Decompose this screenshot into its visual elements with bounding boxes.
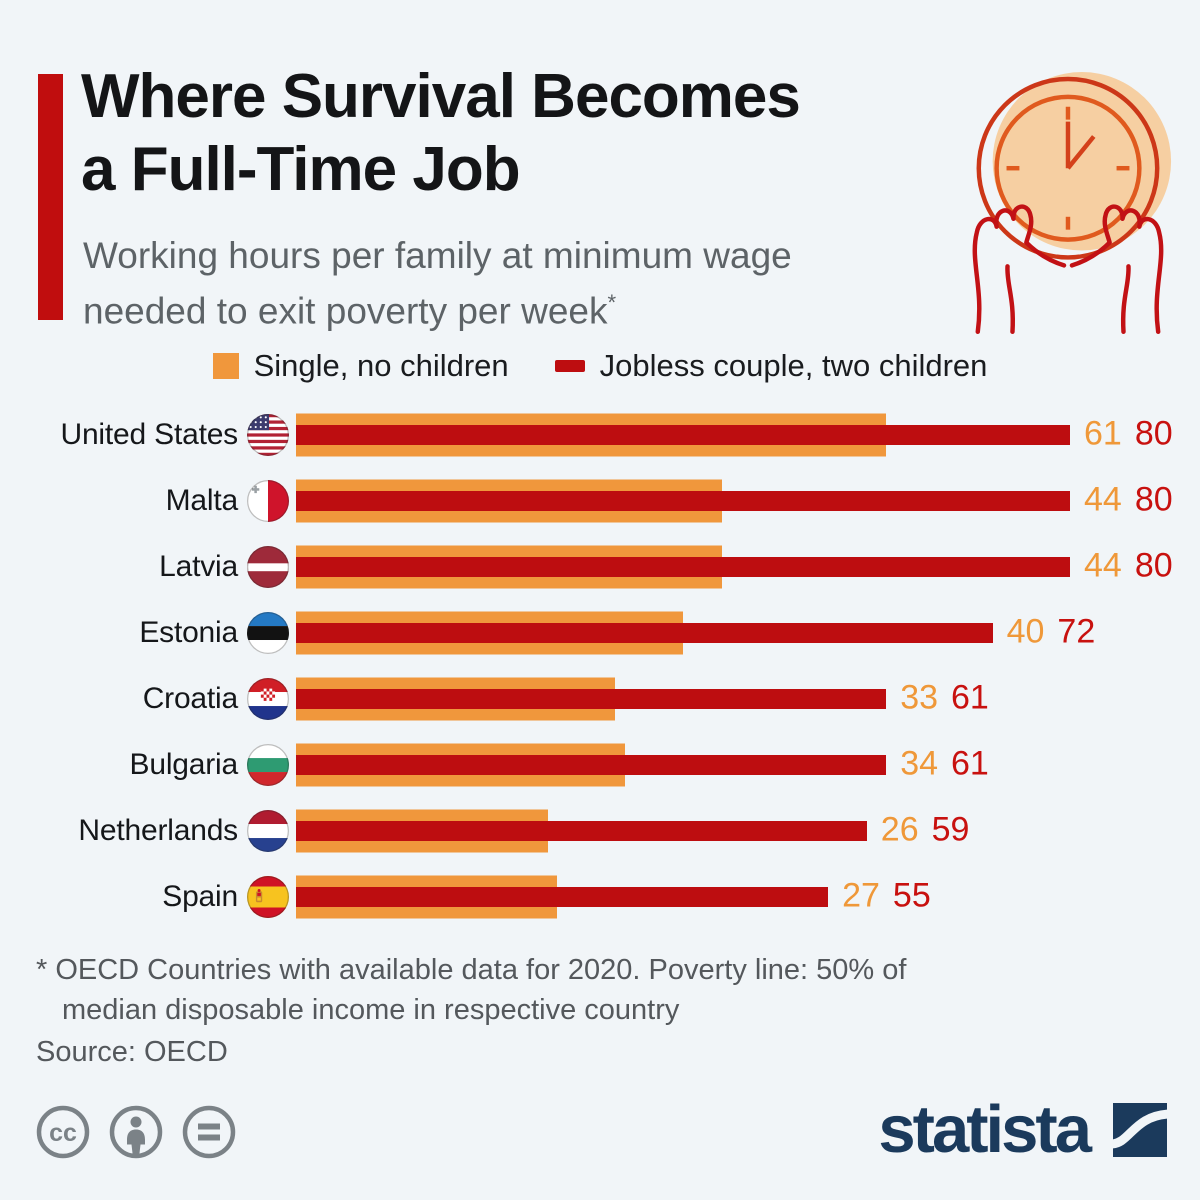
flag-bulgaria-icon <box>247 744 289 786</box>
flag-latvia-icon <box>247 546 289 588</box>
value-couple: 80 <box>1134 414 1173 453</box>
cc-icon: cc <box>36 1105 90 1159</box>
bar-jobless-couple <box>296 623 993 643</box>
chart-footnote: * OECD Countries with available data for… <box>36 950 906 1030</box>
subtitle-line-2: needed to exit poverty per week <box>83 290 608 332</box>
bar-group: 34 61 <box>296 732 1200 798</box>
statista-wordmark: statista <box>878 1092 1092 1167</box>
hands-holding-clock-icon <box>972 72 1172 335</box>
svg-text:cc: cc <box>49 1119 77 1147</box>
source-label: Source: OECD <box>36 1036 228 1068</box>
bar-group: 26 59 <box>296 798 1200 864</box>
flag-estonia-icon <box>247 612 289 654</box>
title-accent-bar <box>38 74 63 320</box>
chart-row: Bulgaria 34 61 <box>36 732 1200 798</box>
value-single: 61 <box>1084 414 1122 453</box>
value-couple: 59 <box>931 810 970 849</box>
bar-group: 44 80 <box>296 534 1200 600</box>
value-couple: 72 <box>1057 612 1096 651</box>
value-single: 40 <box>1006 612 1045 651</box>
country-label: Estonia <box>139 616 238 649</box>
bar-jobless-couple <box>296 821 867 841</box>
bar-jobless-couple <box>296 557 1070 577</box>
value-labels: 40 72 <box>1007 612 1096 651</box>
value-couple: 55 <box>892 876 931 915</box>
chart-row: Spain 27 55 <box>36 864 1200 930</box>
country-label: Malta <box>165 484 239 517</box>
bar-group: 27 55 <box>296 864 1200 930</box>
equal-icon <box>182 1105 236 1159</box>
bar-group: 33 61 <box>296 666 1200 732</box>
country-label: Bulgaria <box>129 748 239 781</box>
chart-legend: Single, no children Jobless couple, two … <box>0 348 1200 384</box>
page-title: Where Survival Becomes a Full-Time Job <box>81 60 801 206</box>
title-line-1: Where Survival Becomes <box>81 62 801 131</box>
legend-item: Jobless couple, two children <box>554 348 988 384</box>
flag-us-icon <box>247 414 289 456</box>
footnote-marker: * <box>607 290 617 315</box>
country-label: Croatia <box>142 682 239 715</box>
value-couple: 61 <box>951 744 989 783</box>
legend-label: Jobless couple, two children <box>599 348 988 383</box>
value-couple: 80 <box>1134 546 1173 585</box>
bar-jobless-couple <box>296 689 887 709</box>
value-single: 26 <box>880 810 919 849</box>
chart-row: United States 61 80 <box>36 402 1200 468</box>
bar-jobless-couple <box>296 755 887 775</box>
chart-row: Croatia 33 61 <box>36 666 1200 732</box>
value-single: 27 <box>842 876 880 915</box>
license-icons: cc <box>35 1104 237 1160</box>
footnote-line-2: median disposable income in respective c… <box>62 994 680 1026</box>
bar-group: 61 80 <box>296 402 1200 468</box>
bar-group: 40 72 <box>296 600 1200 666</box>
value-labels: 26 59 <box>881 810 970 849</box>
chart-row: Netherlands 26 59 <box>36 798 1200 864</box>
flag-malta-icon <box>247 480 289 522</box>
bar-jobless-couple <box>296 425 1070 445</box>
value-labels: 27 55 <box>842 876 931 915</box>
country-label: Netherlands <box>78 814 238 847</box>
footnote-line-1: * OECD Countries with available data for… <box>36 954 907 986</box>
flag-spain-icon <box>247 876 289 918</box>
country-label: Spain <box>162 880 238 913</box>
value-labels: 44 80 <box>1084 546 1173 585</box>
flag-netherlands-icon <box>247 810 289 852</box>
flag-croatia-icon <box>247 678 289 720</box>
country-label: Latvia <box>159 550 238 583</box>
statista-branding: statista <box>878 1096 1167 1163</box>
chart-row: Malta 44 80 <box>36 468 1200 534</box>
chart-row: Estonia 40 72 <box>36 600 1200 666</box>
title-line-2: a Full-Time Job <box>81 135 521 204</box>
value-labels: 61 80 <box>1084 414 1173 453</box>
legend-label: Single, no children <box>253 348 509 383</box>
value-labels: 44 80 <box>1084 480 1173 519</box>
value-single: 34 <box>900 744 939 783</box>
value-labels: 34 61 <box>900 744 989 783</box>
value-single: 33 <box>900 678 939 717</box>
value-couple: 61 <box>951 678 989 717</box>
value-couple: 80 <box>1134 480 1173 519</box>
legend-item: Single, no children <box>212 348 509 384</box>
value-labels: 33 61 <box>900 678 989 717</box>
country-label: United States <box>60 418 238 451</box>
bar-jobless-couple <box>296 491 1070 511</box>
statista-logo-icon <box>1113 1102 1167 1157</box>
attribution-icon <box>109 1105 163 1159</box>
legend-swatch-icon <box>212 353 239 379</box>
chart-subtitle: Working hours per family at minimum wage… <box>83 232 792 334</box>
bar-chart: United States 61 80 Malta <box>36 402 1200 930</box>
legend-swatch-icon <box>554 360 585 372</box>
subtitle-line-1: Working hours per family at minimum wage <box>83 235 792 276</box>
bar-group: 44 80 <box>296 468 1200 534</box>
value-single: 44 <box>1084 546 1122 585</box>
value-single: 44 <box>1084 480 1122 519</box>
chart-row: Latvia 44 80 <box>36 534 1200 600</box>
bar-jobless-couple <box>296 887 829 907</box>
